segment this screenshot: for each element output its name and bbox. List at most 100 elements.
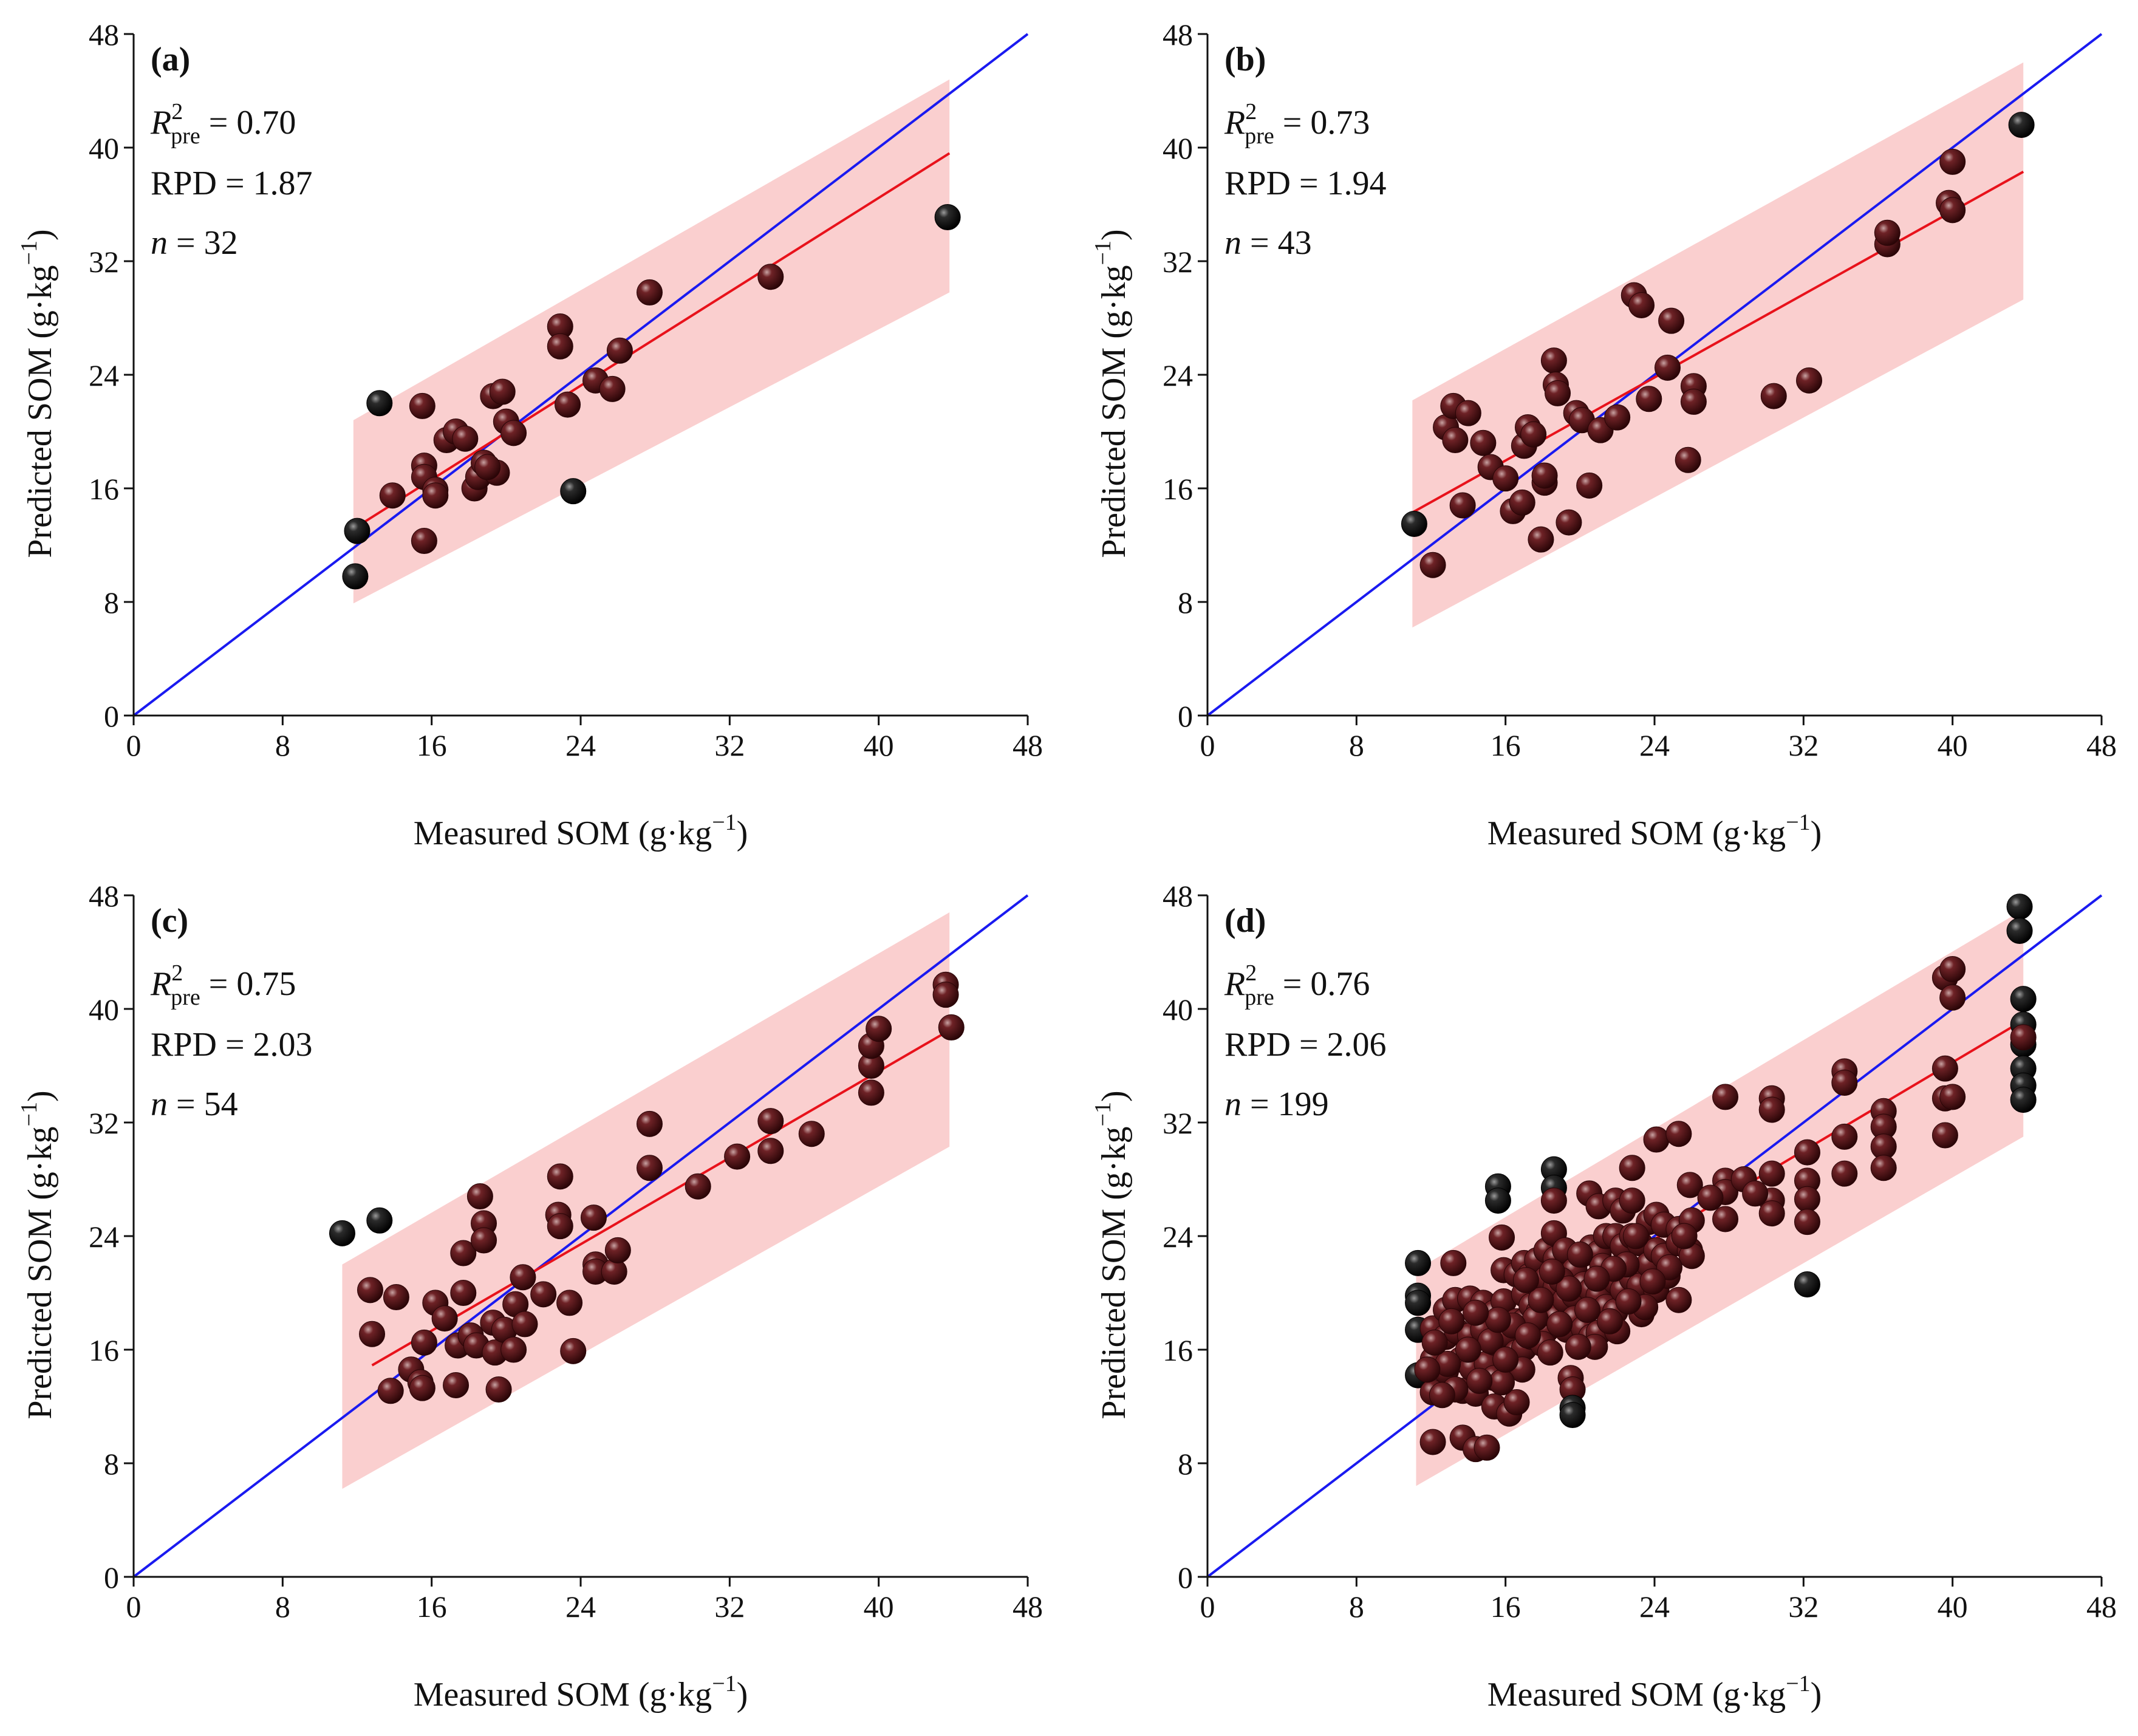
data-point [580, 1205, 607, 1231]
y-tick-label: 24 [89, 358, 119, 392]
y-axis-title-sup: −1 [16, 241, 42, 265]
data-point [1870, 1155, 1897, 1181]
data-point [1565, 1333, 1591, 1360]
n-value: = 54 [168, 1085, 238, 1123]
data-point [1528, 1287, 1554, 1313]
data-point [489, 378, 516, 405]
y-tick-label: 8 [1178, 586, 1193, 620]
data-point [530, 1281, 557, 1308]
y-tick-label: 40 [1163, 131, 1193, 165]
y-tick-label: 48 [1163, 18, 1193, 52]
outlier-point [1484, 1188, 1511, 1214]
data-point [1540, 347, 1567, 374]
r2-stat: R2 pre = 0.76 [1224, 960, 1370, 1010]
y-tick-label: 16 [89, 1333, 119, 1367]
x-tick-label: 24 [565, 1590, 596, 1624]
rpd-stat: RPD = 1.87 [151, 165, 313, 202]
r2-value: = 0.70 [200, 104, 296, 142]
data-point [1489, 1369, 1515, 1396]
x-axis-title-sup: −1 [1786, 810, 1810, 835]
x-tick-label: 48 [1013, 1590, 1043, 1624]
y-tick-labels: 0 8 16 24 32 40 48 [1163, 879, 1193, 1594]
data-point [466, 1183, 493, 1210]
data-point [1470, 429, 1497, 456]
x-axis-title-sup: −1 [1786, 1671, 1810, 1697]
data-point [1619, 1155, 1645, 1181]
x-tick-label: 8 [1349, 1590, 1364, 1624]
outlier-point [934, 204, 961, 231]
data-point [1619, 1188, 1645, 1214]
data-point [1604, 404, 1631, 431]
r2-stat: R2 pre = 0.73 [1224, 99, 1370, 149]
axes [1198, 894, 2103, 1587]
x-tick-label: 24 [565, 728, 596, 762]
data-point [1440, 1249, 1467, 1276]
data-point [1455, 400, 1481, 426]
n-stat: n = 43 [1224, 224, 1312, 262]
x-tick-label: 48 [1013, 728, 1043, 762]
outlier-point [366, 390, 393, 417]
identity-line [132, 33, 1029, 717]
data-point [500, 1336, 527, 1363]
data-point [1697, 1184, 1724, 1211]
data-point [1794, 1139, 1820, 1166]
outlier-point [342, 563, 369, 590]
data-point [858, 1079, 884, 1106]
data-point [1556, 1275, 1582, 1302]
n-symbol: n [1224, 224, 1241, 262]
data-point [556, 1290, 583, 1316]
y-axis-title: Predicted SOM (g·kg−1) [1090, 229, 1133, 558]
y-axis-title-close: ) [1095, 1090, 1133, 1102]
data-point [1628, 292, 1655, 318]
y-axis-title-sup: −1 [16, 1102, 42, 1126]
data-point [1643, 1126, 1670, 1153]
data-point [685, 1173, 711, 1200]
prediction-interval-band [1412, 62, 2024, 628]
x-tick-label: 48 [2086, 728, 2117, 762]
x-axis-title: Measured SOM (g·kg−1) [414, 1671, 748, 1714]
outlier-point [329, 1220, 355, 1246]
r2-stat: R2 pre = 0.75 [150, 960, 296, 1010]
data-point [411, 527, 437, 554]
panel-d: 0 8 16 24 32 40 48 0 8 16 24 32 40 48 (d) R2 pre = 0.… [1090, 879, 2117, 1714]
data-point [1758, 1096, 1785, 1123]
panel-c: 0 8 16 24 32 40 48 0 8 16 24 32 40 48 (c) R2 pre = 0.… [16, 879, 1043, 1714]
x-axis-title-close: ) [1811, 1676, 1822, 1714]
x-axis-title-text: Measured SOM (g·kg [414, 815, 712, 852]
data-point [1539, 1258, 1565, 1285]
data-points [1405, 894, 2037, 1463]
data-point [547, 333, 573, 360]
y-tick-label: 32 [89, 245, 119, 279]
x-tick-label: 0 [126, 1590, 142, 1624]
data-point [1712, 1084, 1739, 1110]
y-tick-label: 8 [104, 586, 119, 620]
data-point [409, 392, 435, 419]
data-point [1442, 427, 1469, 454]
n-stat: n = 199 [1224, 1085, 1329, 1123]
x-tick-label: 8 [275, 1590, 290, 1624]
r2-value: = 0.73 [1274, 104, 1370, 142]
data-point [1503, 1389, 1530, 1415]
data-point [1665, 1121, 1692, 1147]
y-axis-title-sup: −1 [1090, 1102, 1116, 1126]
y-axis-title-sup: −1 [1090, 241, 1116, 265]
data-point [636, 1110, 663, 1137]
data-point [757, 1108, 784, 1135]
x-tick-labels: 0 8 16 24 32 40 48 [1200, 1590, 2117, 1624]
y-axis-title-text: Predicted SOM (g·kg [21, 265, 59, 558]
data-point [1794, 1209, 1820, 1235]
y-tick-label: 24 [1163, 358, 1193, 392]
data-point [1537, 1339, 1563, 1366]
r2-subscript: pre [1245, 123, 1274, 149]
axes [1198, 33, 2103, 725]
x-tick-label: 24 [1639, 728, 1670, 762]
x-tick-label: 0 [126, 728, 142, 762]
data-point [1566, 1241, 1593, 1268]
y-tick-label: 8 [104, 1447, 119, 1481]
data-point [379, 482, 406, 509]
data-point [1931, 1055, 1958, 1082]
regression-fit-line [371, 1029, 951, 1367]
x-tick-label: 8 [1349, 728, 1364, 762]
x-tick-label: 32 [714, 1590, 745, 1624]
